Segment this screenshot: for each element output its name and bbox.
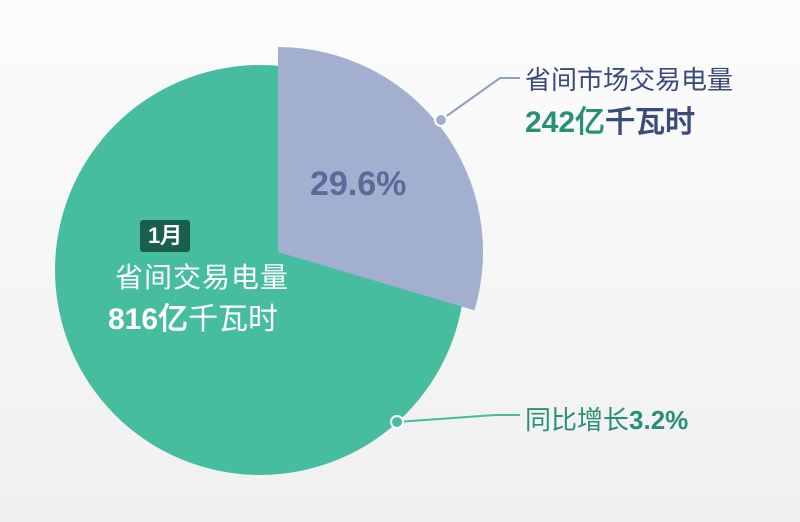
callout-bottom-pct: 3.2% <box>629 405 688 435</box>
month-badge: 1月 <box>140 220 190 252</box>
callout-top-line2: 242亿千瓦时 <box>525 97 733 141</box>
main-value-unit: 千瓦时 <box>188 303 278 336</box>
wedge-percent-label: 29.6% <box>310 165 406 204</box>
callout-bottom-prefix: 同比增长 <box>525 405 629 435</box>
callout-bottom: 同比增长3.2% <box>525 400 688 437</box>
callout-top-number: 242亿 <box>525 106 605 139</box>
callout-bottom-dot <box>390 415 404 429</box>
callout-top-line1: 省间市场交易电量 <box>525 60 733 97</box>
main-slice-value: 816亿千瓦时 <box>108 294 278 338</box>
main-slice-label: 省间交易电量 <box>115 256 289 296</box>
callout-top-dot <box>434 113 448 127</box>
callout-top-unit: 千瓦时 <box>605 106 695 139</box>
main-value-number: 816亿 <box>108 303 188 336</box>
callout-top: 省间市场交易电量 242亿千瓦时 <box>525 60 733 141</box>
pie-chart: 29.6% 1月 省间交易电量 816亿千瓦时 省间市场交易电量 242亿千瓦时… <box>0 0 800 522</box>
